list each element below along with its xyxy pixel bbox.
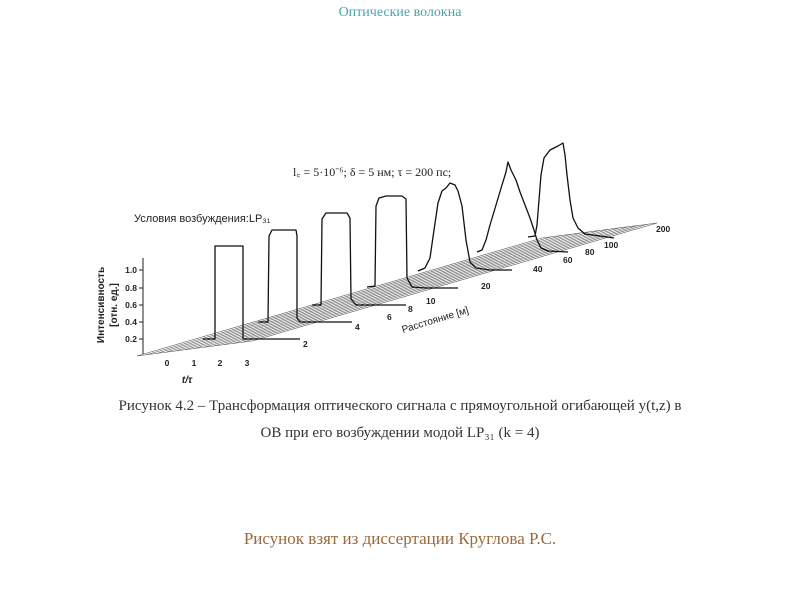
distance-tick-label: 60 [563, 255, 573, 265]
plane-grid-line [146, 236, 552, 356]
t-tick-label: 2 [218, 358, 223, 368]
plane-grid-line [232, 225, 638, 344]
distance-tick-label: 10 [426, 296, 436, 306]
y-tick-label: 1.0 [125, 265, 137, 275]
y-axis [139, 258, 144, 354]
pulse-trace [417, 182, 512, 272]
t-axis-label: t/τ [182, 375, 193, 386]
distance-tick-label: 2 [303, 339, 308, 349]
excitation-label: Условия возбуждения:LP₃₁ [134, 213, 271, 225]
pulse-trace [203, 245, 300, 340]
figure-caption-line1: Рисунок 4.2 – Трансформация оптического … [118, 398, 682, 414]
y-tick-label: 0.4 [125, 317, 137, 327]
distance-tick-label: 40 [533, 264, 543, 274]
distance-tick-label: 100 [604, 240, 618, 250]
plane-grid-line [165, 233, 571, 353]
distance-tick-label: 6 [387, 312, 392, 322]
distance-tick-label: 80 [585, 247, 595, 257]
parameters-label: l꜀ = 5·10⁻⁶; δ = 5 нм; τ = 200 пс; [293, 165, 451, 179]
y-tick-label: 0.8 [125, 283, 137, 293]
y-tick-label: 0.6 [125, 300, 137, 310]
plane-grid-line [242, 223, 648, 343]
t-tick-label: 1 [192, 358, 197, 368]
pulse-trace [312, 212, 406, 306]
t-tick-label: 0 [165, 358, 170, 368]
plane-grid-line [175, 232, 581, 352]
figure-caption-line2: ОВ при его возбуждении модой LP₃₁ (k = 4… [260, 425, 540, 441]
plane-grid-line [156, 235, 562, 354]
y-tick-label: 0.2 [125, 334, 137, 344]
plane-grid-line [184, 231, 591, 351]
pulse-trace [476, 161, 569, 253]
slide-title: Оптические волокна [338, 5, 462, 20]
distance-tick-label: 8 [408, 304, 413, 314]
y-axis-unit: [отн. ед.] [109, 283, 120, 327]
distance-tick-label: 4 [355, 322, 360, 332]
t-tick-label: 3 [245, 358, 250, 368]
plane-grid-line [223, 226, 629, 346]
distance-tick-label: 200 [656, 224, 670, 234]
source-credit: Рисунок взят из диссертации Круглова Р.С… [243, 529, 557, 548]
pulse-trace [527, 142, 615, 239]
pulse-trace [258, 229, 352, 323]
distance-tick-label: 20 [481, 281, 491, 291]
plane-grid-line [194, 230, 600, 349]
y-axis-label: Интенсивность [96, 267, 107, 343]
pulse-trace [366, 195, 458, 289]
